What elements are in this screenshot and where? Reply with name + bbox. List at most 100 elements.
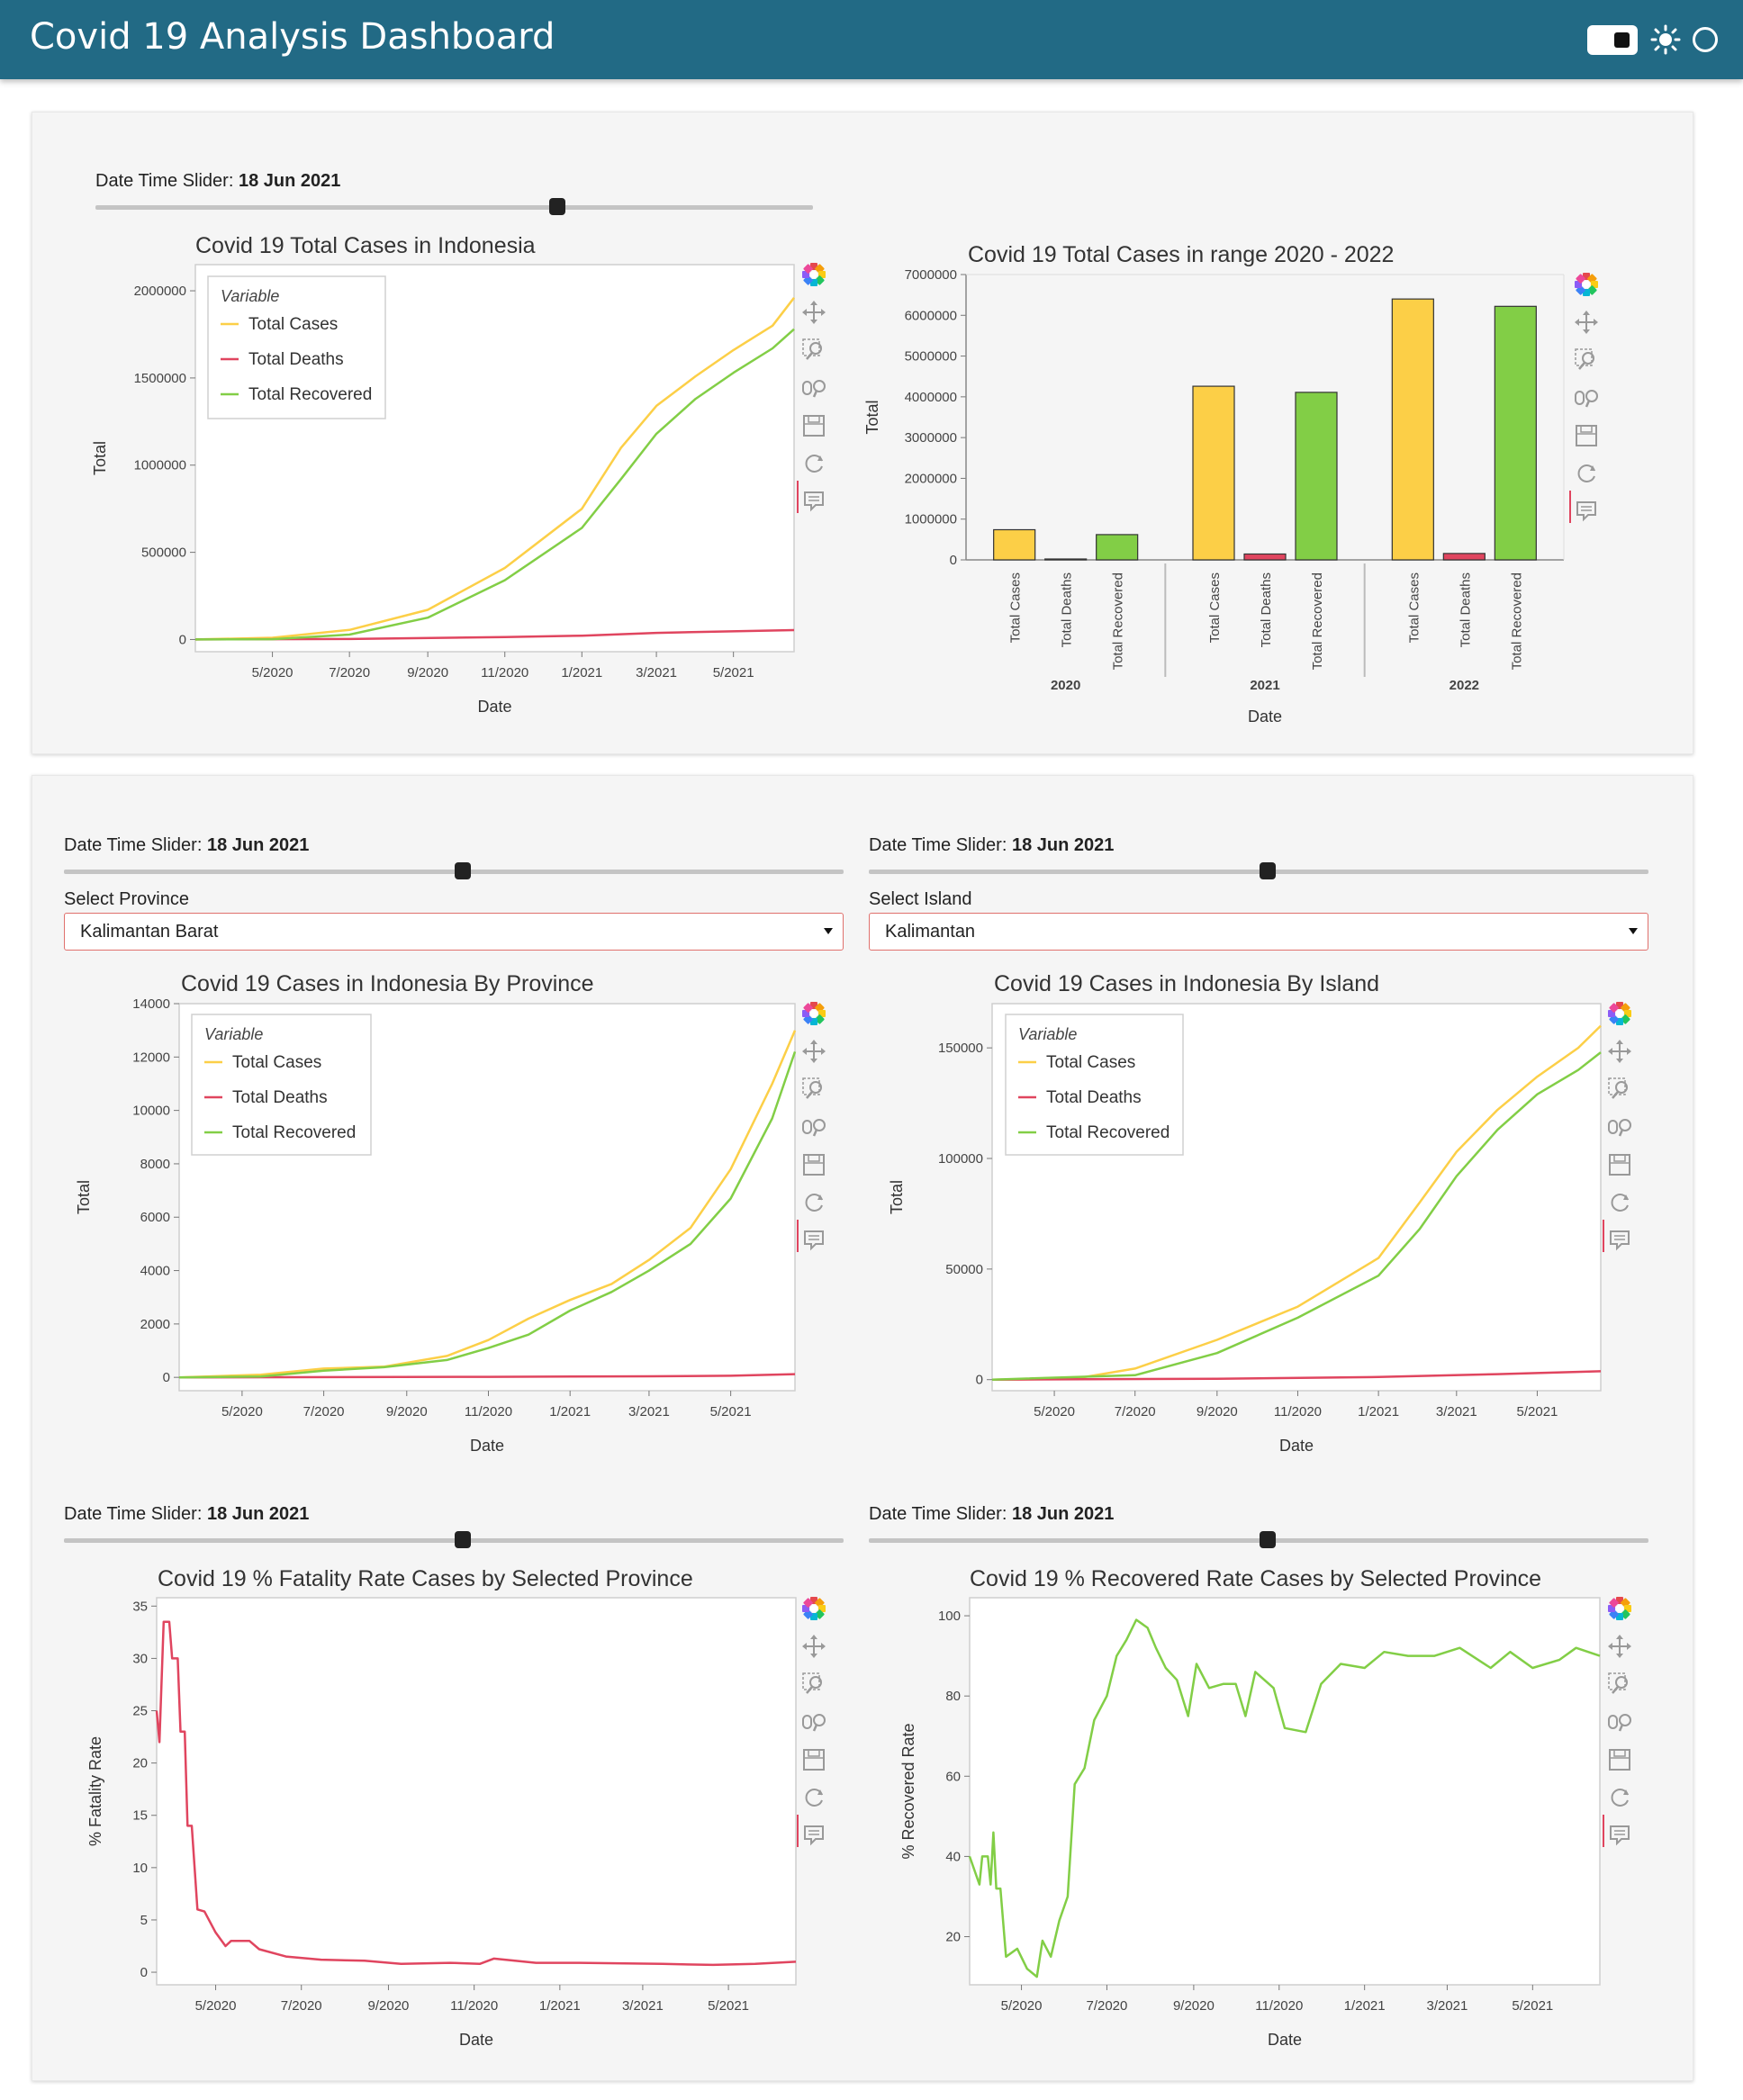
bokeh-logo-icon[interactable]: [800, 1595, 827, 1622]
y-tick-label: 2000000: [905, 471, 957, 486]
date-slider-fatality[interactable]: Date Time Slider: 18 Jun 2021: [64, 1504, 844, 1549]
bar-total-cases: [1192, 385, 1235, 561]
slider-label: Date Time Slider: 18 Jun 2021: [95, 171, 341, 191]
y-tick-label: 0: [140, 1965, 148, 1980]
pan-icon[interactable]: [800, 299, 827, 326]
legend-title: Variable: [204, 1025, 263, 1043]
chart-title: Covid 19 Cases in Indonesia By Province: [181, 971, 594, 996]
x-tick-label: 5/2021: [713, 665, 754, 680]
circle-icon[interactable]: [1693, 27, 1718, 52]
reset-icon[interactable]: [800, 1784, 827, 1811]
pan-icon[interactable]: [800, 1038, 827, 1065]
y-tick-label: 20: [132, 1756, 148, 1771]
x-subcategory-label: Total Recovered: [1111, 572, 1126, 670]
x-tick-label: 7/2020: [281, 1998, 322, 2014]
hover-icon[interactable]: [1573, 498, 1600, 525]
y-tick-label: 0: [976, 1373, 983, 1388]
y-tick-label: 7000000: [905, 267, 957, 283]
reset-icon[interactable]: [1606, 1784, 1633, 1811]
save-icon[interactable]: [1573, 422, 1600, 449]
wheel-zoom-icon[interactable]: [1606, 1708, 1633, 1735]
chart-title: Covid 19 Total Cases in Indonesia: [195, 233, 536, 258]
wheel-zoom-icon[interactable]: [1606, 1113, 1633, 1140]
reset-icon[interactable]: [1573, 460, 1600, 487]
slider-track[interactable]: [869, 1538, 1648, 1543]
hover-icon[interactable]: [1606, 1822, 1633, 1849]
save-icon[interactable]: [800, 1151, 827, 1178]
wheel-zoom-icon[interactable]: [800, 374, 827, 401]
x-tick-label: 1/2021: [561, 665, 602, 680]
x-tick-label: 5/2021: [1517, 1404, 1558, 1420]
bar-total-deaths: [1044, 558, 1088, 561]
x-axis-label: Date: [1248, 708, 1282, 726]
hover-icon[interactable]: [800, 1822, 827, 1849]
slider-handle[interactable]: [549, 198, 565, 215]
date-slider-province[interactable]: Date Time Slider: 18 Jun 2021: [64, 835, 844, 880]
slider-handle[interactable]: [455, 1531, 471, 1548]
save-icon[interactable]: [1606, 1746, 1633, 1773]
y-tick-label: 100000: [938, 1151, 983, 1167]
slider-handle[interactable]: [455, 862, 471, 879]
legend-title: Variable: [1018, 1025, 1077, 1043]
pan-icon[interactable]: [1573, 309, 1600, 336]
save-icon[interactable]: [1606, 1151, 1633, 1178]
box-zoom-icon[interactable]: [800, 337, 827, 364]
reset-icon[interactable]: [800, 1189, 827, 1216]
x-tick-label: 9/2020: [368, 1998, 410, 2014]
x-category-label: 2022: [1449, 678, 1479, 693]
y-tick-label: 25: [132, 1704, 148, 1719]
x-tick-label: 11/2020: [481, 665, 528, 680]
x-tick-label: 5/2021: [710, 1404, 752, 1420]
save-icon[interactable]: [800, 1746, 827, 1773]
date-slider-recovered[interactable]: Date Time Slider: 18 Jun 2021: [869, 1504, 1648, 1549]
box-zoom-icon[interactable]: [800, 1671, 827, 1698]
x-tick-label: 11/2020: [450, 1998, 498, 2014]
province-select[interactable]: Kalimantan Barat: [64, 913, 844, 951]
bokeh-logo-icon[interactable]: [1606, 1000, 1633, 1027]
slider-handle[interactable]: [1260, 862, 1276, 879]
x-subcategory-label: Total Cases: [1207, 572, 1223, 643]
pan-icon[interactable]: [1606, 1038, 1633, 1065]
chart-title: Covid 19 Cases in Indonesia By Island: [994, 971, 1379, 996]
sun-icon[interactable]: [1650, 24, 1681, 55]
box-zoom-icon[interactable]: [1573, 347, 1600, 374]
date-slider-overview[interactable]: Date Time Slider: 18 Jun 2021: [95, 171, 813, 216]
bokeh-logo-icon[interactable]: [1573, 271, 1600, 298]
wheel-zoom-icon[interactable]: [1573, 384, 1600, 411]
hover-icon[interactable]: [1606, 1227, 1633, 1254]
y-tick-label: 60: [945, 1769, 961, 1784]
reset-icon[interactable]: [800, 450, 827, 477]
pan-icon[interactable]: [800, 1633, 827, 1660]
slider-track[interactable]: [869, 870, 1648, 874]
x-tick-label: 1/2021: [539, 1998, 581, 2014]
slider-track[interactable]: [95, 205, 813, 210]
island-select[interactable]: Kalimantan: [869, 913, 1648, 951]
wheel-zoom-icon[interactable]: [800, 1708, 827, 1735]
wheel-zoom-icon[interactable]: [800, 1113, 827, 1140]
theme-toggle[interactable]: [1587, 25, 1638, 55]
y-tick-label: 0: [950, 553, 957, 568]
x-tick-label: 3/2021: [1426, 1998, 1468, 2014]
bokeh-logo-icon[interactable]: [1606, 1595, 1633, 1622]
box-zoom-icon[interactable]: [1606, 1076, 1633, 1103]
save-icon[interactable]: [800, 412, 827, 439]
bar-total-recovered: [1096, 534, 1139, 561]
slider-handle[interactable]: [1260, 1531, 1276, 1548]
hover-icon[interactable]: [800, 488, 827, 515]
slider-track[interactable]: [64, 870, 844, 874]
bar-total-recovered: [1295, 392, 1338, 561]
slider-track[interactable]: [64, 1538, 844, 1543]
bokeh-logo-icon[interactable]: [800, 1000, 827, 1027]
box-zoom-icon[interactable]: [800, 1076, 827, 1103]
date-slider-island[interactable]: Date Time Slider: 18 Jun 2021: [869, 835, 1648, 880]
island-select-label: Select Island: [869, 889, 972, 909]
slider-label: Date Time Slider: 18 Jun 2021: [64, 835, 310, 855]
pan-icon[interactable]: [1606, 1633, 1633, 1660]
y-tick-label: 80: [945, 1689, 961, 1704]
bokeh-logo-icon[interactable]: [800, 261, 827, 288]
hover-icon[interactable]: [800, 1227, 827, 1254]
box-zoom-icon[interactable]: [1606, 1671, 1633, 1698]
y-tick-label: 3000000: [905, 430, 957, 446]
reset-icon[interactable]: [1606, 1189, 1633, 1216]
